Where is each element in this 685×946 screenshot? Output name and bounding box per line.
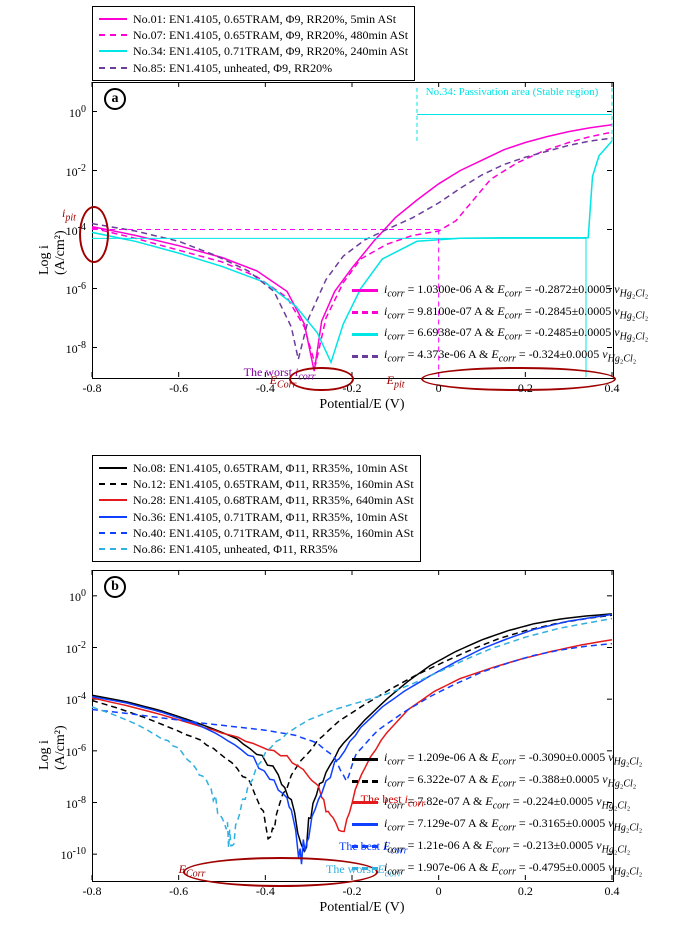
ytick-label: 10-2	[44, 163, 86, 180]
results-swatch	[352, 845, 378, 848]
xtick-label: -0.4	[245, 884, 285, 899]
ytick-label: 10-8	[44, 340, 86, 357]
ytick-label: 10-8	[44, 795, 86, 812]
ytick-label: 10-6	[44, 743, 86, 760]
xtick-label: 0.4	[592, 381, 632, 396]
xtick-label: -0.6	[159, 381, 199, 396]
xtick-label: -0.2	[332, 884, 372, 899]
xtick-label: 0	[419, 381, 459, 396]
results-swatch	[352, 801, 378, 804]
xtick-label: -0.4	[245, 381, 285, 396]
ellipse-ecorr-b	[183, 857, 378, 887]
xtick-label: 0	[419, 884, 459, 899]
ytick-label: 10-4	[44, 222, 86, 239]
results-swatch	[352, 758, 378, 761]
xtick-label: 0.2	[505, 884, 545, 899]
results-row: icorr = 1.907e-06 A & Ecorr = -0.4795±0.…	[352, 858, 642, 880]
ytick-label: 10-4	[44, 691, 86, 708]
xtick-label: -0.6	[159, 884, 199, 899]
results-text: icorr = 7.129e-07 A & Ecorr = -0.3165±0.…	[384, 814, 642, 836]
page: { "layout": { "page_w": 685, "page_h": 9…	[0, 0, 685, 946]
xtick-label: -0.2	[332, 381, 372, 396]
results-row: icorr = 1.21e-06 A & Ecorr = -0.213±0.00…	[352, 836, 642, 858]
results-text: icorr = 7.82e-07 A & Ecorr = -0.224±0.00…	[384, 792, 630, 814]
ytick-label: 10-6	[44, 281, 86, 298]
results-swatch	[352, 780, 378, 783]
results-text: icorr = 1.21e-06 A & Ecorr = -0.213±0.00…	[384, 836, 630, 858]
results-swatch	[352, 823, 378, 826]
results-row: icorr = 7.82e-07 A & Ecorr = -0.224±0.00…	[352, 792, 642, 814]
results-row: icorr = 1.209e-06 A & Ecorr = -0.3090±0.…	[352, 748, 642, 770]
x-axis-label-b: Potential/E (V)	[302, 900, 422, 916]
xtick-label: 0.2	[505, 381, 545, 396]
ytick-label: 10-2	[44, 640, 86, 657]
results-swatch	[352, 867, 378, 870]
results-row: icorr = 6.322e-07 A & Ecorr = -0.388±0.0…	[352, 770, 642, 792]
ytick-label: 100	[44, 588, 86, 605]
xtick-label: 0.4	[592, 884, 632, 899]
results-text: icorr = 6.322e-07 A & Ecorr = -0.388±0.0…	[384, 770, 636, 792]
results-row: icorr = 7.129e-07 A & Ecorr = -0.3165±0.…	[352, 814, 642, 836]
xtick-label: -0.8	[72, 381, 112, 396]
results-text: icorr = 1.209e-06 A & Ecorr = -0.3090±0.…	[384, 748, 642, 770]
ytick-label: 10-10	[44, 846, 86, 863]
panel-letter-b: b	[104, 576, 126, 598]
ytick-label: 100	[44, 104, 86, 121]
results-b: icorr = 1.209e-06 A & Ecorr = -0.3090±0.…	[352, 748, 642, 879]
results-text: icorr = 1.907e-06 A & Ecorr = -0.4795±0.…	[384, 858, 642, 880]
xtick-label: -0.8	[72, 884, 112, 899]
